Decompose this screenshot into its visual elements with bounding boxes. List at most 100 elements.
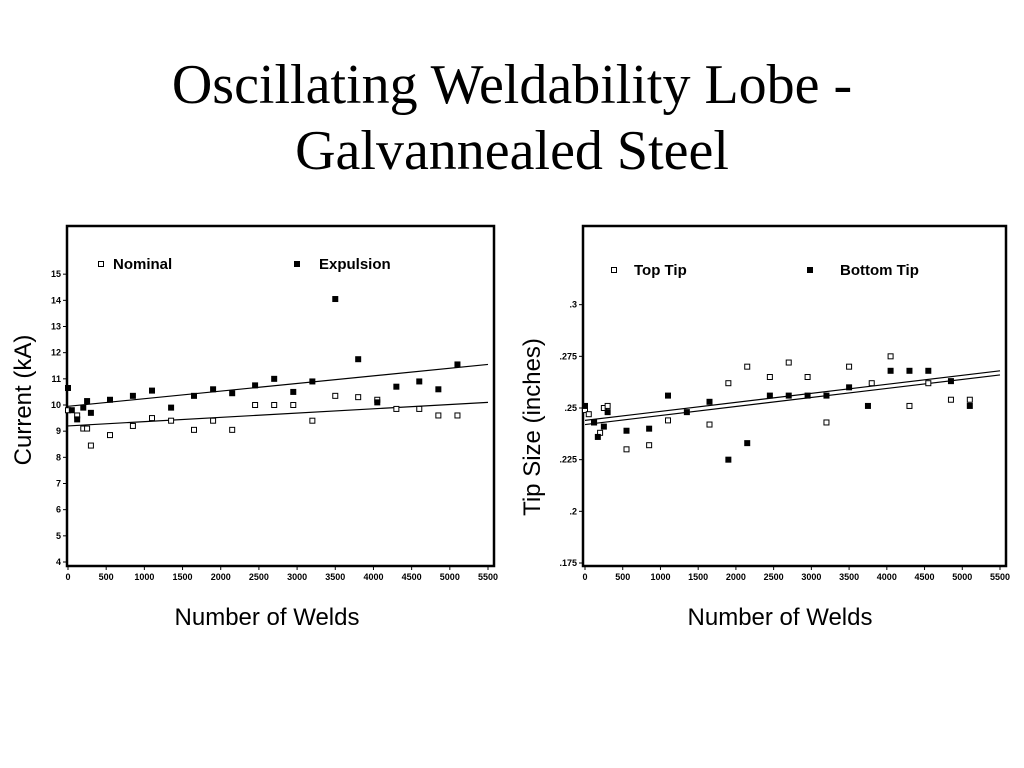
current-y-tick-label: 4 <box>56 557 61 567</box>
current-legend-expulsion-marker <box>294 261 300 267</box>
tip-size-bottom-tip-point <box>785 392 792 399</box>
tip-size-bottom-tip-point <box>846 384 853 391</box>
tip-size-bottom-tip-point <box>706 398 713 405</box>
current-legend-nominal-marker <box>98 261 104 267</box>
current-chart-x-axis-label: Number of Welds <box>174 604 360 631</box>
current-expulsion-point <box>309 378 316 385</box>
tip-size-top-tip-point <box>766 374 773 380</box>
current-expulsion-point <box>74 416 81 423</box>
current-x-tick-label: 1000 <box>134 572 154 582</box>
tip-size-x-tick-label: 5500 <box>990 572 1010 582</box>
tip-size-bottom-tip-point <box>604 409 611 416</box>
current-nominal-point <box>435 412 442 419</box>
tip-size-chart-y-axis-label: Tip Size (inches) <box>519 338 546 516</box>
tip-size-bottom-tip-point <box>665 392 671 399</box>
current-plot-frame <box>65 224 496 568</box>
current-expulsion-point <box>454 361 461 368</box>
current-nominal-point <box>309 417 316 424</box>
current-y-tick-label: 11 <box>51 374 61 384</box>
current-y-tick-label: 10 <box>51 400 61 410</box>
current-nominal-point <box>290 402 297 408</box>
tip-size-legend-bottom-tip-label: Bottom Tip <box>840 262 919 279</box>
current-expulsion-point <box>252 382 259 389</box>
tip-size-top-tip-point <box>804 374 811 380</box>
tip-size-x-tick-label: 4000 <box>877 572 897 582</box>
tip-size-bottom-tip-point <box>600 423 607 430</box>
tip-size-top-tip-point <box>887 353 894 360</box>
current-expulsion-point <box>149 387 155 394</box>
current-expulsion-point <box>374 399 381 406</box>
tip-size-top-tip-point <box>744 363 751 370</box>
tip-size-bottom-tip-point <box>683 409 690 416</box>
current-expulsion-point <box>168 404 175 411</box>
tip-size-top-tip-point <box>906 402 913 409</box>
current-expulsion-point <box>229 390 236 397</box>
current-x-tick-label: 0 <box>65 572 70 582</box>
tip-size-top-tip-point <box>868 380 875 387</box>
current-nominal-point <box>107 432 113 439</box>
current-x-tick-label: 500 <box>99 572 114 582</box>
current-expulsion-point <box>210 386 217 393</box>
tip-size-bottom-tip-point <box>623 427 630 434</box>
current-expulsion-point <box>290 388 297 395</box>
current-nominal-point <box>252 402 259 408</box>
tip-size-top-tip-point <box>947 396 954 403</box>
tip-size-x-tick-label: 0 <box>582 572 587 582</box>
current-x-tick-label: 1500 <box>173 572 193 582</box>
current-expulsion-point <box>393 383 400 390</box>
current-x-tick-label: 5500 <box>478 572 498 582</box>
current-expulsion-trend-line <box>67 363 489 407</box>
tip-size-bottom-tip-point <box>887 367 894 374</box>
current-x-tick-label: 2500 <box>249 572 269 582</box>
tip-size-bottom-tip-point <box>594 433 601 440</box>
current-nominal-point <box>168 417 175 424</box>
current-y-tick-label: 5 <box>56 531 61 541</box>
current-expulsion-point <box>87 409 94 416</box>
tip-size-top-tip-trend-line <box>584 374 1001 426</box>
current-nominal-point <box>129 422 136 429</box>
current-expulsion-point <box>68 407 75 414</box>
tip-size-legend-bottom-tip-marker <box>807 267 813 273</box>
tip-size-bottom-tip-point <box>966 402 973 409</box>
current-nominal-point <box>393 405 400 412</box>
tip-size-bottom-tip-point <box>823 392 830 399</box>
tip-size-y-tick-label: .3 <box>569 300 577 310</box>
current-nominal-point <box>191 426 197 433</box>
tip-size-bottom-tip-point <box>582 402 588 409</box>
tip-size-bottom-tip-point <box>725 456 732 463</box>
tip-size-legend-top-tip-marker <box>611 267 617 273</box>
current-y-tick-label: 9 <box>56 426 61 436</box>
tip-size-bottom-tip-point <box>591 419 598 426</box>
tip-size-bottom-tip-point <box>646 425 653 432</box>
current-expulsion-point <box>129 392 136 399</box>
tip-size-x-tick-label: 500 <box>615 572 630 582</box>
tip-size-bottom-tip-point <box>744 440 751 447</box>
current-legend-nominal-label: Nominal <box>113 256 172 273</box>
tip-size-bottom-tip-point <box>804 392 811 399</box>
current-chart-y-axis-label: Current (kA) <box>10 334 37 466</box>
current-nominal-point <box>87 442 94 449</box>
current-x-tick-label: 2000 <box>211 572 231 582</box>
tip-size-top-tip-point <box>646 442 653 449</box>
tip-size-top-tip-point <box>725 380 732 387</box>
tip-size-x-tick-label: 2500 <box>764 572 784 582</box>
tip-size-y-tick-label: .175 <box>559 558 577 568</box>
tip-size-top-tip-point <box>706 421 713 428</box>
tip-size-y-tick-label: .2 <box>569 506 577 516</box>
current-x-tick-label: 5000 <box>440 572 460 582</box>
tip-size-x-tick-label: 5000 <box>952 572 972 582</box>
current-expulsion-point <box>191 392 197 399</box>
tip-size-x-tick-label: 4500 <box>915 572 935 582</box>
current-expulsion-point <box>271 375 278 382</box>
tip-size-bottom-tip-trend-line <box>584 370 1001 421</box>
current-y-tick-label: 13 <box>51 322 61 332</box>
tip-size-x-tick-label: 2000 <box>726 572 746 582</box>
tip-size-top-tip-point <box>966 396 973 403</box>
current-x-tick-label: 3500 <box>325 572 345 582</box>
current-expulsion-point <box>435 386 442 393</box>
tip-size-top-tip-point <box>785 359 792 366</box>
current-expulsion-point <box>416 378 423 385</box>
tip-size-bottom-tip-point <box>766 392 773 399</box>
